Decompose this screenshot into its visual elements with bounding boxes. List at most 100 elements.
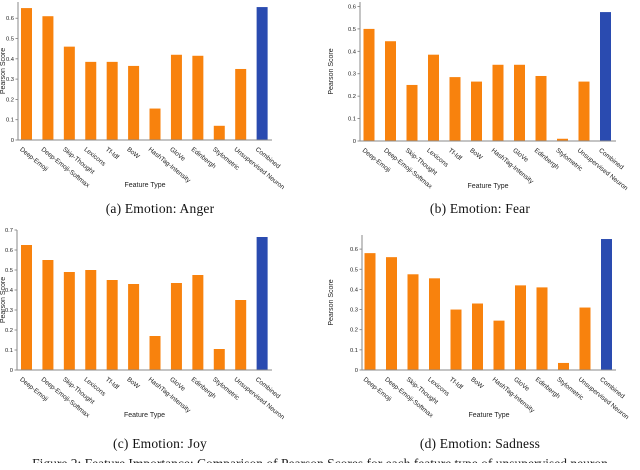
bar — [21, 8, 32, 140]
subfigure-caption-sadness: (d) Emotion: Sadness — [419, 436, 541, 451]
y-tick-label: 0.2 — [350, 328, 358, 334]
bar — [449, 77, 461, 141]
bar — [149, 336, 161, 370]
y-tick-label: 0.2 — [348, 94, 356, 100]
x-tick-label: GloVe — [168, 146, 186, 163]
bar — [428, 54, 439, 141]
bar — [515, 285, 526, 370]
subfigure-fear: 0 0.1 0.2 0.3 0.4 0.5 0.6 Deep-Emoji Deep-Emoji-… — [320, 0, 640, 225]
x-axis-title: Feature Type — [467, 183, 508, 190]
figure-caption-clipped: Figure 2: Feature Importance: Comparison… — [0, 457, 640, 463]
bar — [170, 54, 182, 140]
bar — [472, 303, 483, 370]
x-tick-label: GloVe — [168, 376, 186, 393]
y-axis-title: Pearson Score — [0, 48, 7, 94]
bar-chart-sadness: 00.10.20.30.40.50.6Deep-EmojiDeep-Emoji-… — [328, 235, 630, 421]
x-tick-label: BoW — [468, 147, 484, 162]
x-tick-label: GloVe — [511, 147, 529, 164]
bar — [492, 64, 504, 141]
x-tick-label: GloVe — [512, 376, 530, 393]
bar — [213, 125, 225, 140]
x-tick-label: Tf-Idf — [104, 146, 120, 161]
bar-combined — [256, 237, 268, 370]
bar — [128, 284, 140, 370]
bar — [21, 245, 32, 370]
bar — [471, 81, 482, 141]
bar — [514, 64, 525, 141]
y-tick-label: 0.2 — [5, 328, 13, 334]
y-tick-label: 0.5 — [348, 27, 356, 33]
y-tick-label: 0.3 — [5, 308, 13, 314]
y-tick-label: 0.3 — [350, 308, 358, 314]
x-tick-label: Tf-Idf — [447, 147, 463, 162]
subfigure-caption-fear: (b) Emotion: Fear — [429, 201, 531, 216]
bar-combined — [600, 12, 611, 141]
x-tick-label: BoW — [469, 376, 485, 391]
x-tick-label: BoW — [125, 146, 141, 161]
bar — [235, 68, 247, 140]
bar — [85, 61, 97, 140]
subfigure-anger: 0 0.1 0.2 0.3 0.4 0.5 0.6 Deep-Emoji Deep-Emoji-… — [0, 0, 320, 225]
bar — [213, 349, 225, 370]
y-tick-label: 0.1 — [6, 118, 14, 124]
y-tick-label: 0.3 — [6, 77, 14, 83]
y-tick-label: 0 — [355, 368, 358, 374]
y-tick-label: 0.2 — [6, 97, 14, 103]
bar — [192, 275, 204, 370]
y-tick-label: 0.6 — [348, 4, 356, 10]
bar — [128, 65, 140, 140]
y-tick-label: 0.4 — [350, 287, 359, 293]
y-axis-title: Pearson Score — [328, 48, 335, 94]
bar — [536, 287, 548, 370]
x-axis-title: Feature Type — [124, 182, 165, 189]
bar — [558, 362, 569, 370]
bar-chart-anger: 00.10.20.30.40.50.6Deep-EmojiDeep-Emoji-… — [0, 2, 286, 191]
bar — [429, 278, 440, 370]
bar — [42, 260, 54, 370]
bar — [42, 16, 54, 140]
bar — [85, 270, 97, 370]
bar — [579, 307, 591, 370]
y-tick-label: 0.1 — [348, 117, 356, 123]
y-tick-label: 0.7 — [5, 228, 13, 234]
bar — [578, 81, 590, 141]
y-tick-label: 0 — [353, 139, 356, 145]
y-tick-label: 0.1 — [5, 348, 13, 354]
y-tick-label: 0.4 — [5, 288, 14, 294]
bar — [385, 41, 396, 141]
bar — [170, 283, 182, 370]
bar-chart-joy: 00.10.20.30.40.50.60.7Deep-EmojiDeep-Emo… — [0, 228, 286, 421]
subfigure-joy: 0 0.1 0.2 0.3 0.4 0.5 0.6 0.7 Deep-Emoji Deep-Emo… — [0, 225, 320, 458]
x-tick-label: Tf-Idf — [448, 376, 464, 391]
bar — [106, 61, 118, 140]
bar — [450, 309, 462, 370]
bar — [407, 274, 419, 370]
bar — [364, 253, 376, 370]
x-axis-title: Feature Type — [468, 412, 509, 419]
y-tick-label: 0 — [10, 368, 13, 374]
y-tick-label: 0.5 — [6, 37, 14, 43]
bar — [63, 46, 75, 140]
bar — [149, 108, 161, 140]
y-tick-label: 0.5 — [5, 268, 13, 274]
bar-combined — [256, 7, 268, 140]
subfigure-caption-anger: (a) Emotion: Anger — [105, 201, 215, 216]
y-tick-label: 0.4 — [6, 57, 15, 63]
y-tick-label: 0.5 — [350, 267, 358, 273]
bar — [493, 320, 505, 370]
x-tick-label: Tf-Idf — [104, 376, 120, 391]
bar — [192, 55, 204, 140]
x-tick-label: BoW — [125, 376, 141, 391]
y-tick-label: 0.1 — [350, 348, 358, 354]
y-tick-label: 0.3 — [348, 72, 356, 78]
y-tick-label: 0.6 — [6, 16, 14, 22]
y-tick-label: 0.6 — [350, 247, 358, 253]
bar-combined — [601, 239, 612, 370]
bar — [63, 272, 75, 370]
bar — [386, 257, 397, 370]
bar — [363, 28, 375, 141]
y-tick-label: 0 — [11, 138, 14, 144]
y-axis-title: Pearson Score — [328, 279, 335, 325]
bar — [235, 300, 247, 370]
